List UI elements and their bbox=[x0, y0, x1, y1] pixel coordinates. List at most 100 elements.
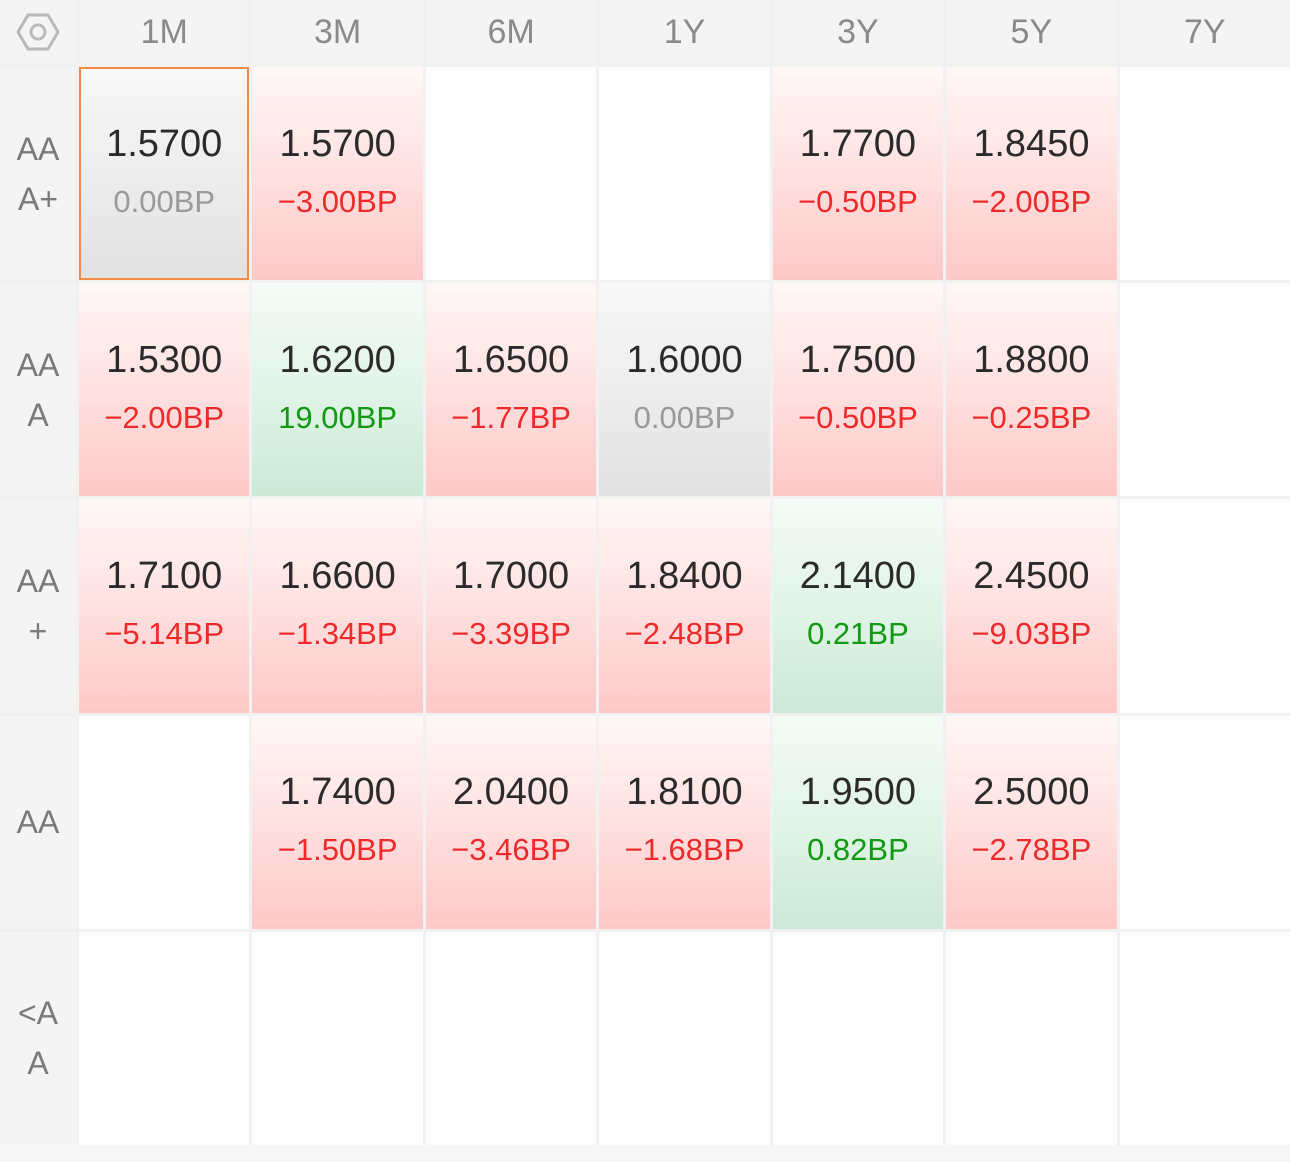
rate-change: 0.00BP bbox=[113, 183, 216, 219]
rate-cell[interactable] bbox=[772, 931, 944, 1145]
row-label-line: AA bbox=[16, 130, 60, 167]
rate-cell[interactable] bbox=[946, 931, 1117, 1145]
rate-cell[interactable]: 1.6000 0.00BP bbox=[599, 283, 770, 497]
row-label-line: AA bbox=[16, 804, 60, 841]
rate-cell[interactable]: 1.8100 −1.68BP bbox=[599, 715, 770, 929]
rate-change: 0.00BP bbox=[633, 399, 736, 435]
settings-hexagon-icon bbox=[16, 13, 60, 51]
column-header-6m[interactable]: 6M bbox=[425, 0, 597, 64]
row-label: AA A bbox=[0, 283, 76, 497]
rate-cell[interactable] bbox=[252, 931, 423, 1145]
rate-change: −2.78BP bbox=[971, 832, 1092, 868]
settings-button[interactable] bbox=[0, 0, 76, 64]
rate-cell[interactable]: 1.5300 −2.00BP bbox=[79, 283, 250, 497]
rate-value: 1.7100 bbox=[106, 554, 223, 597]
rate-value: 1.7500 bbox=[799, 338, 917, 381]
rate-cell[interactable]: 1.7000 −3.39BP bbox=[425, 499, 597, 713]
rate-value: 1.8450 bbox=[973, 122, 1090, 165]
rate-cell[interactable] bbox=[79, 715, 250, 929]
rate-value: 1.7000 bbox=[452, 554, 570, 597]
column-header-3m[interactable]: 3M bbox=[252, 0, 423, 64]
rate-cell[interactable] bbox=[599, 931, 770, 1145]
rate-cell[interactable] bbox=[1119, 283, 1290, 497]
rate-value: 1.7400 bbox=[279, 771, 396, 814]
rate-value: 1.5700 bbox=[106, 122, 223, 165]
rate-cell[interactable]: 1.8400 −2.48BP bbox=[599, 499, 770, 713]
row-label-line: A bbox=[27, 396, 49, 433]
rate-cell[interactable] bbox=[1119, 67, 1290, 281]
rate-change: −2.48BP bbox=[624, 615, 745, 651]
rate-cell[interactable]: 1.6500 −1.77BP bbox=[425, 283, 597, 497]
rate-cell[interactable] bbox=[425, 931, 597, 1145]
rate-change: 0.21BP bbox=[807, 615, 909, 651]
rate-change: −2.00BP bbox=[971, 183, 1092, 219]
rate-cell[interactable]: 1.5700 −3.00BP bbox=[252, 67, 423, 281]
rate-cell[interactable] bbox=[1119, 715, 1290, 929]
rate-change: −3.00BP bbox=[277, 183, 398, 219]
rate-value: 1.6000 bbox=[626, 338, 743, 381]
rate-change: −0.25BP bbox=[971, 399, 1092, 435]
column-header-1m[interactable]: 1M bbox=[79, 0, 250, 64]
rate-cell[interactable] bbox=[599, 67, 770, 281]
rate-cell[interactable] bbox=[1119, 931, 1290, 1145]
rate-cell[interactable]: 2.0400 −3.46BP bbox=[425, 715, 597, 929]
rate-value: 1.8100 bbox=[626, 771, 743, 814]
rate-cell[interactable]: 1.5700 0.00BP bbox=[79, 67, 250, 281]
rate-value: 2.1400 bbox=[799, 554, 917, 597]
rate-change: −1.68BP bbox=[624, 832, 745, 868]
rate-cell[interactable]: 2.4500 −9.03BP bbox=[946, 499, 1117, 713]
rate-value: 1.7700 bbox=[799, 122, 917, 165]
rate-value: 1.5700 bbox=[279, 122, 396, 165]
rate-value: 2.4500 bbox=[973, 554, 1090, 597]
column-header-5y[interactable]: 5Y bbox=[946, 0, 1117, 64]
rate-cell[interactable]: 1.7400 −1.50BP bbox=[252, 715, 423, 929]
rate-value: 1.6500 bbox=[452, 338, 570, 381]
row-label-line: A+ bbox=[17, 180, 59, 217]
rate-cell[interactable]: 1.7500 −0.50BP bbox=[772, 283, 944, 497]
rate-cell[interactable]: 1.7700 −0.50BP bbox=[772, 67, 944, 281]
rate-value: 1.8400 bbox=[626, 554, 743, 597]
rate-change: −1.77BP bbox=[451, 399, 571, 435]
row-label: AA bbox=[0, 715, 76, 929]
rate-cell[interactable] bbox=[79, 931, 250, 1145]
rate-value: 1.6200 bbox=[279, 338, 396, 381]
row-label-line: A bbox=[27, 1045, 49, 1082]
rate-change: −3.39BP bbox=[451, 615, 571, 651]
rate-value: 1.9500 bbox=[799, 771, 917, 814]
rate-value: 1.6600 bbox=[279, 554, 396, 597]
rate-value: 2.0400 bbox=[452, 771, 570, 814]
row-label: AA + bbox=[0, 499, 76, 713]
row-label-line: + bbox=[28, 612, 48, 649]
rate-change: −5.14BP bbox=[104, 615, 225, 651]
row-label: AA A+ bbox=[0, 67, 76, 281]
rate-value: 1.8800 bbox=[973, 338, 1090, 381]
row-label-line: AA bbox=[16, 562, 60, 599]
rate-change: −1.34BP bbox=[277, 615, 398, 651]
rate-cell[interactable]: 2.5000 −2.78BP bbox=[946, 715, 1117, 929]
rate-cell[interactable]: 1.6600 −1.34BP bbox=[252, 499, 423, 713]
column-header-1y[interactable]: 1Y bbox=[599, 0, 770, 64]
rate-change: −0.50BP bbox=[798, 183, 918, 219]
rate-value: 1.5300 bbox=[106, 338, 223, 381]
rate-cell[interactable]: 1.9500 0.82BP bbox=[772, 715, 944, 929]
rate-change: 19.00BP bbox=[278, 399, 398, 435]
rate-cell[interactable]: 1.6200 19.00BP bbox=[252, 283, 423, 497]
row-label-line: AA bbox=[16, 346, 60, 383]
rate-cell[interactable] bbox=[1119, 499, 1290, 713]
rate-change: −3.46BP bbox=[451, 832, 571, 868]
rate-cell[interactable]: 2.1400 0.21BP bbox=[772, 499, 944, 713]
row-label: <A A bbox=[0, 931, 76, 1145]
rate-change: 0.82BP bbox=[807, 832, 909, 868]
rate-cell[interactable]: 1.7100 −5.14BP bbox=[79, 499, 250, 713]
rate-cell[interactable]: 1.8450 −2.00BP bbox=[946, 67, 1117, 281]
row-label-line: <A bbox=[17, 995, 59, 1032]
rate-change: −9.03BP bbox=[971, 615, 1092, 651]
rate-change: −1.50BP bbox=[277, 832, 398, 868]
rate-change: −0.50BP bbox=[798, 399, 918, 435]
column-header-3y[interactable]: 3Y bbox=[772, 0, 944, 64]
column-header-7y[interactable]: 7Y bbox=[1119, 0, 1290, 64]
rate-value: 2.5000 bbox=[973, 771, 1090, 814]
rate-cell[interactable] bbox=[425, 67, 597, 281]
rate-cell[interactable]: 1.8800 −0.25BP bbox=[946, 283, 1117, 497]
